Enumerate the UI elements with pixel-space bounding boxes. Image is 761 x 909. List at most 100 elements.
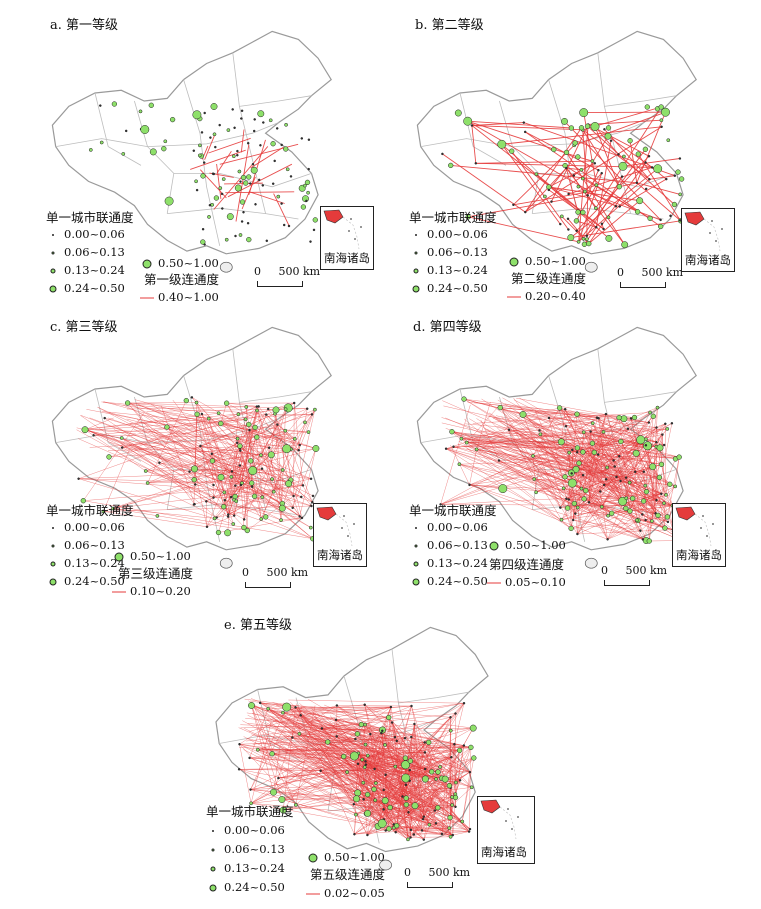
- connectivity-link: [268, 424, 278, 448]
- connectivity-link: [382, 823, 411, 838]
- city-node: [427, 822, 432, 827]
- city-node: [99, 140, 104, 145]
- city-node: [458, 779, 462, 782]
- city-node: [456, 747, 463, 754]
- city-node: [571, 500, 577, 507]
- connectivity-link: [302, 749, 366, 765]
- connectivity-link: [212, 430, 286, 462]
- legend-title: 单一城市联通度: [409, 503, 497, 518]
- city-node: [279, 518, 283, 522]
- connectivity-link: [410, 723, 415, 838]
- connectivity-link: [239, 769, 321, 772]
- connectivity-link: [395, 831, 453, 836]
- connectivity-link: [220, 423, 250, 431]
- city-node: [606, 538, 609, 541]
- city-node: [664, 492, 668, 497]
- city-node: [384, 773, 387, 777]
- connectivity-link: [227, 476, 232, 517]
- city-node: [620, 175, 624, 178]
- legend-row: 0.06~0.13: [409, 246, 488, 259]
- city-node: [411, 802, 419, 810]
- city-node: [568, 125, 575, 131]
- city-node: [449, 429, 455, 435]
- city-node: [640, 498, 647, 504]
- city-node: [618, 205, 621, 208]
- city-node: [203, 111, 206, 115]
- legend-label: 0.50~1.00: [158, 256, 219, 270]
- city-node: [99, 104, 102, 107]
- connectivity-link: [444, 779, 450, 829]
- connectivity-link: [288, 699, 465, 704]
- city-node: [451, 833, 455, 837]
- city-node: [616, 414, 622, 421]
- city-node: [623, 505, 629, 512]
- city-node: [354, 812, 358, 817]
- connectivity-link: [391, 722, 409, 840]
- connectivity-link: [396, 825, 470, 832]
- city-node: [600, 222, 604, 226]
- connectivity-link: [513, 144, 575, 206]
- city-node: [239, 199, 246, 205]
- city-node: [88, 148, 93, 152]
- city-node: [571, 448, 574, 452]
- city-node: [364, 791, 371, 798]
- city-node: [559, 506, 562, 509]
- city-node: [630, 495, 636, 502]
- connectivity-link: [551, 124, 589, 202]
- city-node: [246, 421, 252, 428]
- city-node: [292, 436, 297, 441]
- city-node: [556, 405, 563, 411]
- city-node: [401, 773, 411, 783]
- city-node: [564, 424, 568, 428]
- city-node: [366, 833, 369, 837]
- connectivity-link: [293, 402, 304, 486]
- connectivity-link: [213, 146, 269, 210]
- city-node: [509, 148, 515, 154]
- city-node: [632, 449, 640, 457]
- connectivity-link: [239, 769, 438, 808]
- city-node: [551, 146, 557, 153]
- city-node: [621, 241, 629, 249]
- connectivity-link: [250, 471, 312, 480]
- city-node: [354, 789, 362, 797]
- city-node: [559, 517, 564, 522]
- scale-value: 500 km: [278, 265, 321, 278]
- city-node: [292, 401, 296, 405]
- connectivity-link: [365, 744, 377, 784]
- connectivity-link: [272, 733, 386, 801]
- connectivity-link: [86, 428, 237, 502]
- city-node: [655, 426, 658, 429]
- scale-zero: 0: [617, 266, 624, 279]
- connectivity-link: [108, 441, 253, 488]
- connectivity-link: [445, 428, 572, 474]
- city-node: [383, 743, 387, 747]
- city-node: [310, 504, 313, 508]
- city-node: [403, 795, 409, 801]
- province-boundary: [239, 95, 312, 107]
- city-node: [259, 144, 262, 147]
- legend-label: 0.10~0.20: [130, 584, 191, 598]
- city-node: [334, 718, 338, 722]
- node-layer: [88, 101, 318, 246]
- city-node: [423, 767, 427, 771]
- city-node: [301, 484, 305, 487]
- city-node: [618, 438, 624, 445]
- connectivity-link: [442, 153, 526, 213]
- city-node: [586, 194, 589, 197]
- connectivity-link: [86, 428, 295, 440]
- connectivity-link: [484, 428, 667, 496]
- city-node: [381, 729, 384, 733]
- city-node: [268, 118, 273, 123]
- connectivity-link: [595, 106, 662, 209]
- map-svg: [416, 30, 697, 273]
- city-node: [244, 405, 249, 409]
- city-node: [221, 177, 226, 181]
- connectivity-link: [564, 447, 578, 477]
- city-node: [270, 477, 274, 481]
- panel-b: b. 第二等级 单一城市联通度 0.00~0.06 0.06~0.13 0.13…: [393, 8, 743, 308]
- node-symbol: [46, 284, 60, 294]
- legend-row: 0.00~0.06: [46, 228, 125, 241]
- legend-title: 单一城市联通度: [46, 503, 134, 518]
- city-node: [311, 494, 315, 498]
- city-node: [217, 473, 225, 481]
